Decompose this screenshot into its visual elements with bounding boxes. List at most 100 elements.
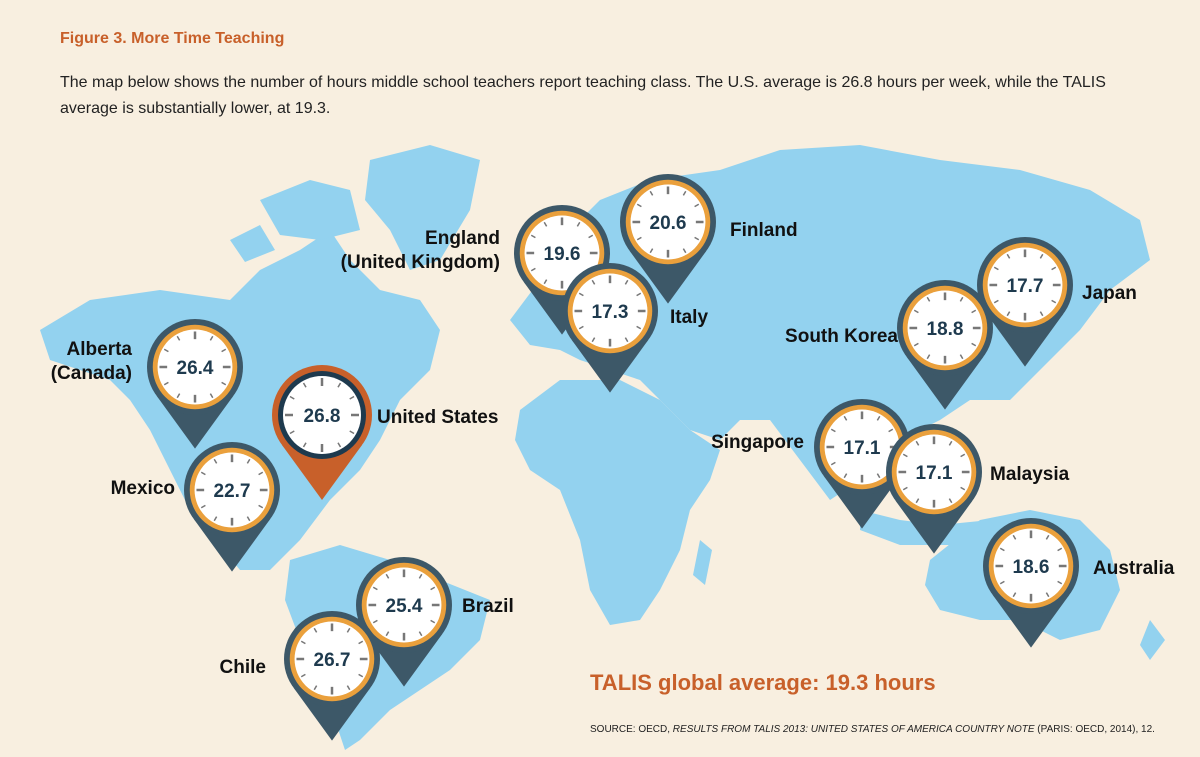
- pin-value: 18.6: [1013, 557, 1050, 578]
- clock-face: [987, 247, 1063, 323]
- clock-tick: [372, 619, 378, 624]
- clock-face: [366, 567, 442, 643]
- clock-tick: [624, 337, 629, 343]
- clock-tick: [830, 461, 836, 466]
- clock-face: [907, 290, 983, 366]
- clock-face: [630, 184, 706, 260]
- pin-label: Japan: [1082, 283, 1137, 304]
- clock-tick: [209, 335, 214, 341]
- clock-tick: [418, 573, 423, 579]
- pin-value: 17.3: [592, 302, 629, 323]
- pin: 20.6: [620, 174, 716, 304]
- clock-tick: [258, 504, 264, 509]
- clock-tick: [971, 342, 977, 347]
- clock-face: [294, 621, 370, 697]
- clock-tick: [999, 580, 1005, 585]
- clock-face: [993, 528, 1069, 604]
- clock-tick: [349, 395, 355, 400]
- pin: 26.7: [284, 611, 380, 741]
- clock-tick: [624, 279, 629, 285]
- clock-tick: [1051, 266, 1057, 271]
- clock-tick: [358, 673, 364, 678]
- clock-tick: [313, 627, 318, 633]
- clock-tick: [902, 486, 908, 491]
- clock-tick: [209, 393, 214, 399]
- pin-label: (Canada): [51, 363, 132, 384]
- clock-tick: [591, 279, 596, 285]
- clock-tick: [418, 631, 423, 637]
- clock-tick: [888, 428, 894, 433]
- clock-tick: [948, 440, 953, 446]
- clock-face: [572, 273, 648, 349]
- africa: [515, 380, 720, 625]
- pin: 18.8: [897, 280, 993, 410]
- pin-value: 18.8: [927, 319, 964, 340]
- clock-tick: [300, 673, 306, 678]
- pin: 17.1: [814, 399, 910, 529]
- clock-tick: [213, 458, 218, 464]
- canada-islands: [230, 180, 360, 262]
- clock-tick: [221, 348, 227, 353]
- clock-tick: [221, 381, 227, 386]
- clock-tick: [200, 471, 206, 476]
- pin-value: 26.7: [314, 650, 351, 671]
- clock-tick: [876, 473, 881, 479]
- clock-tick: [530, 267, 536, 272]
- clock-tick: [1006, 311, 1011, 317]
- pin-label: England: [425, 228, 500, 249]
- clock-tick: [999, 547, 1005, 552]
- pin: 17.7: [977, 237, 1073, 367]
- clock-tick: [915, 440, 920, 446]
- pin: 25.4: [356, 557, 452, 687]
- clock-tick: [1006, 253, 1011, 259]
- clock-tick: [913, 342, 919, 347]
- clock-tick: [959, 296, 964, 302]
- clock-tick: [1012, 592, 1017, 598]
- new-zealand: [1140, 620, 1165, 660]
- clock-face: [157, 329, 233, 405]
- clock-tick: [346, 627, 351, 633]
- pin: 17.1: [886, 424, 982, 554]
- clock-tick: [576, 221, 581, 227]
- clock-tick: [302, 442, 307, 448]
- clock-tick: [337, 382, 342, 388]
- clock-tick: [246, 516, 251, 522]
- clock-tick: [1051, 299, 1057, 304]
- clock-tick: [971, 309, 977, 314]
- clock-tick: [530, 234, 536, 239]
- clock-face: [194, 452, 270, 528]
- clock-tick: [1039, 311, 1044, 317]
- clock-tick: [385, 573, 390, 579]
- clock-tick: [349, 430, 355, 435]
- clock-tick: [913, 309, 919, 314]
- clock-tick: [902, 453, 908, 458]
- pin-label: Chile: [220, 657, 266, 678]
- pin-value: 22.7: [214, 481, 251, 502]
- pin-label: Mexico: [111, 478, 175, 499]
- pin-value: 26.4: [177, 358, 214, 379]
- clock-tick: [649, 248, 654, 254]
- pin-label: Italy: [670, 307, 708, 328]
- clock-tick: [636, 292, 642, 297]
- clock-tick: [682, 248, 687, 254]
- pin-value: 19.6: [544, 244, 581, 265]
- clock-face: [824, 409, 900, 485]
- clock-tick: [1045, 592, 1050, 598]
- pin-label: (United Kingdom): [341, 252, 500, 273]
- clock-tick: [337, 442, 342, 448]
- clock-tick: [948, 498, 953, 504]
- clock-tick: [302, 382, 307, 388]
- clock-tick: [1057, 580, 1063, 585]
- north-america: [40, 230, 440, 570]
- madagascar: [693, 540, 712, 585]
- clock-tick: [993, 299, 999, 304]
- clock-tick: [636, 203, 642, 208]
- clock-tick: [246, 458, 251, 464]
- pin-label: United States: [377, 407, 498, 428]
- clock-tick: [200, 504, 206, 509]
- clock-tick: [372, 586, 378, 591]
- clock-tick: [430, 586, 436, 591]
- clock-tick: [830, 428, 836, 433]
- clock-tick: [960, 453, 966, 458]
